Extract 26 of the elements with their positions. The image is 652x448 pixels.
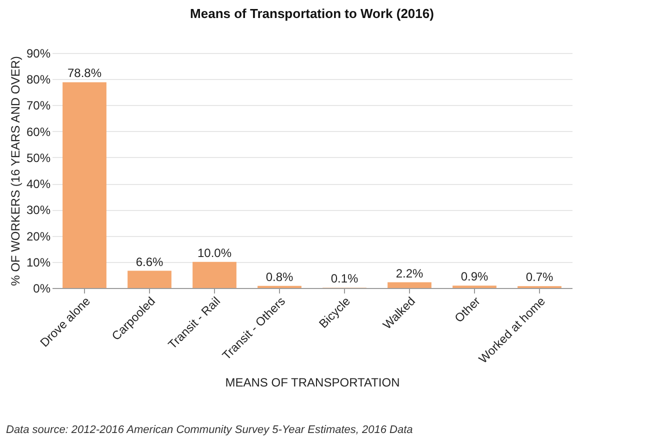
bar (62, 82, 106, 288)
y-tick-label: 80% (26, 72, 51, 87)
chart-title: Means of Transportation to Work (2016) (190, 6, 434, 21)
y-tick-label: 40% (26, 177, 51, 192)
y-tick-label: 50% (26, 150, 51, 165)
y-tick-label: 10% (26, 255, 51, 270)
y-tick-label: 0% (33, 282, 51, 296)
data-label: 0.8% (266, 270, 294, 284)
source-note: Data source: 2012-2016 American Community Survey 5-Year Estimates, 2016 Data (6, 424, 413, 436)
y-tick-label: 20% (26, 229, 51, 244)
data-label: 2.2% (396, 266, 424, 280)
y-axis-title: % OF WORKERS (16 YEARS AND OVER) (8, 56, 22, 286)
data-label: 78.8% (67, 66, 102, 80)
data-label: 0.7% (526, 270, 554, 284)
data-label: 0.1% (330, 272, 358, 286)
data-label: 6.6% (136, 254, 164, 269)
bar (128, 270, 172, 288)
x-axis-title: MEANS OF TRANSPORTATION (225, 375, 400, 390)
data-label: 10.0% (197, 246, 232, 260)
bar (388, 282, 432, 288)
y-tick-label: 70% (26, 98, 51, 113)
y-tick-label: 90% (26, 46, 51, 60)
y-tick-label: 60% (26, 124, 51, 139)
data-label: 0.9% (460, 270, 488, 284)
bar (192, 262, 236, 288)
y-tick-label: 30% (26, 203, 51, 218)
